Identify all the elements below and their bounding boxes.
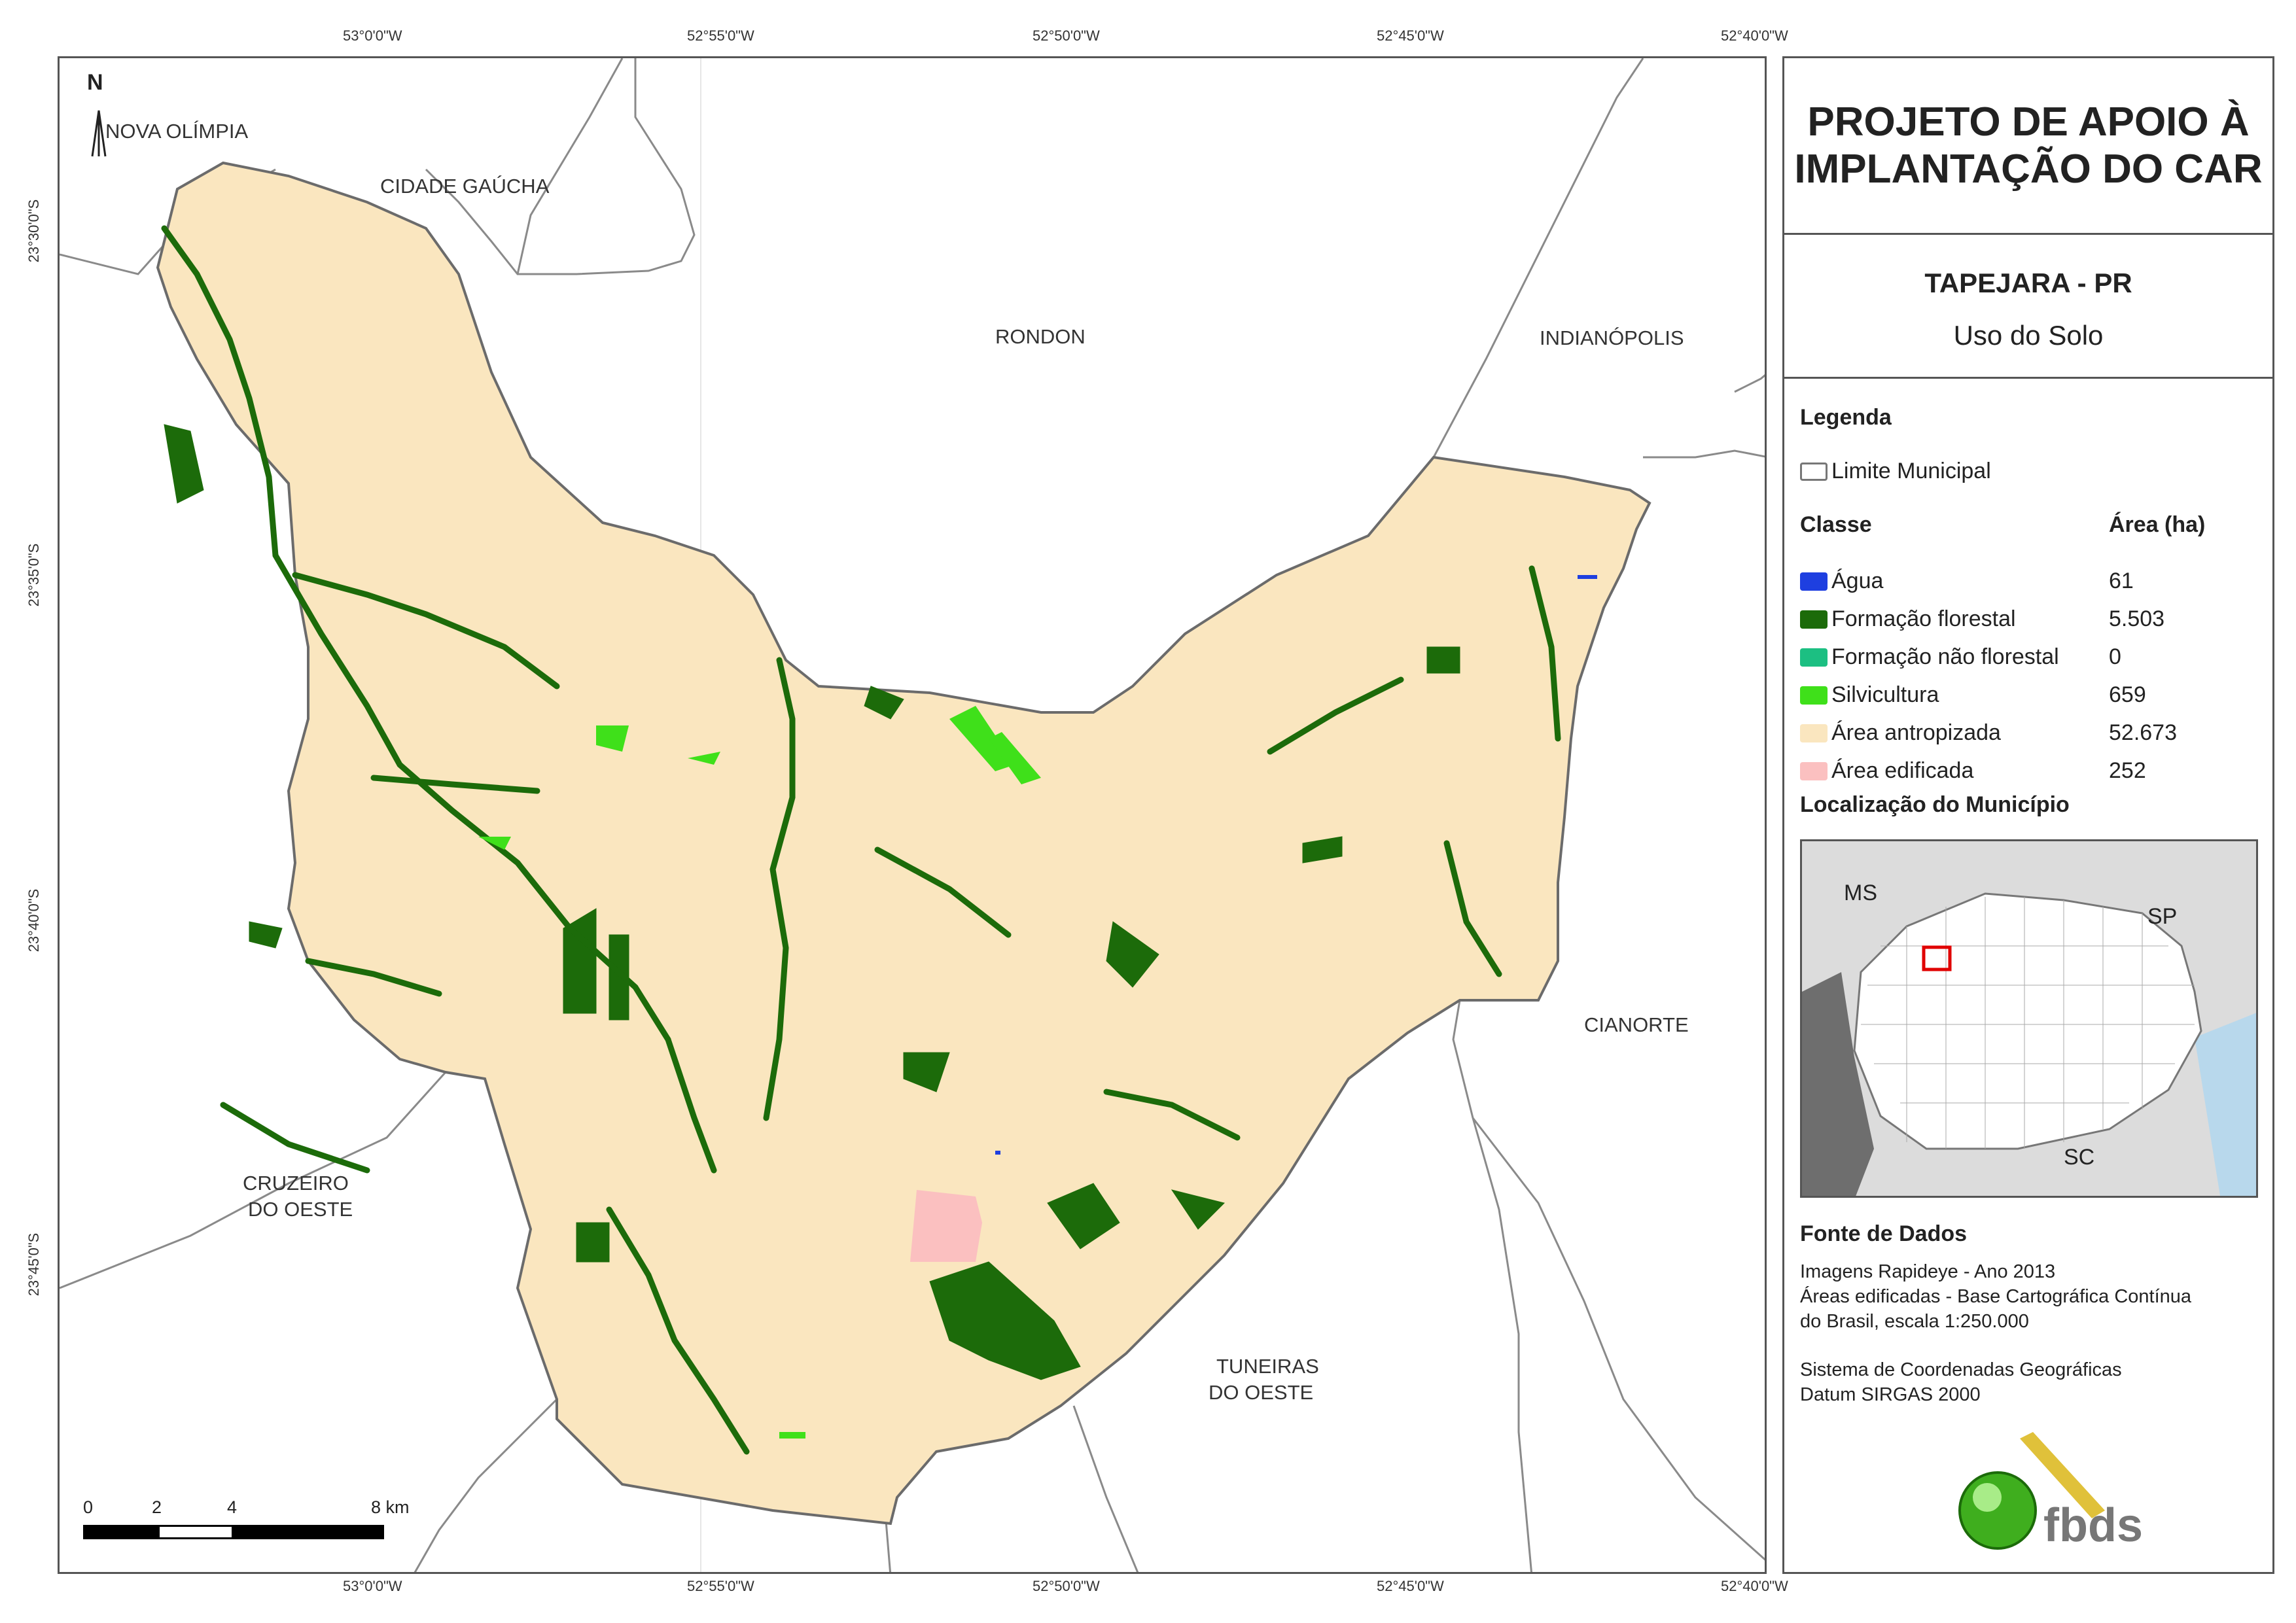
class-area: 5.503 [2109,606,2165,631]
class-name: Formação florestal [1831,606,2016,631]
class-heading: Classe [1800,512,1872,537]
label-rondon: RONDON [995,325,1086,348]
map-subtitle: TAPEJARA - PR Uso do Solo [1784,235,2272,379]
class-swatch [1800,686,1828,705]
label-cruzeiro-1: CRUZEIRO [243,1172,349,1195]
coord-left-1: 23°30'0"S [26,199,42,263]
neighbour-country [1802,972,1874,1196]
silviculture-features [478,706,1041,1439]
municipality-polygon [156,161,1651,1526]
label-nova-olimpia: NOVA OLÍMPIA [105,120,249,143]
municipal-boundaries [60,58,1765,1572]
coord-bottom-4: 52°45'0"W [1377,1578,1444,1594]
coord-left-2: 23°35'0"S [26,543,42,607]
class-area: 659 [2109,682,2146,707]
inset-map [1802,841,2256,1196]
coord-left-4: 23°45'0"S [26,1232,42,1297]
source-line-2: Áreas edificadas - Base Cartográfica Con… [1800,1286,2192,1307]
map-theme: Uso do Solo [1953,320,2104,351]
logo-text: fbds [2043,1499,2143,1552]
source-line-4: Sistema de Coordenadas Geográficas [1800,1359,2122,1380]
class-swatch [1800,572,1828,591]
location-heading: Localização do Município [1800,792,2070,817]
forest-features [164,424,1460,1380]
scale-segment-2 [158,1525,234,1539]
class-area: 0 [2109,644,2121,669]
municipal-grid [1861,897,2195,1149]
scale-label-2: 2 [152,1497,162,1517]
label-cruzeiro-2: DO OESTE [248,1198,353,1221]
coord-top-4: 52°45'0"W [1377,27,1444,44]
coord-bottom-2: 52°55'0"W [687,1578,754,1594]
parana-state [1853,892,2202,1150]
class-area: 61 [2109,568,2134,593]
coord-top-1: 53°0'0"W [343,27,402,44]
source-line-3: do Brasil, escala 1:250.000 [1800,1311,2029,1332]
area-heading: Área (ha) [2109,512,2206,537]
class-name: Água [1831,568,1884,593]
coord-bottom-5: 52°40'0"W [1721,1578,1788,1594]
class-name: Área antropizada [1831,720,2001,745]
class-name: Área edificada [1831,758,1974,783]
scale-label-8: 8 km [371,1497,410,1517]
legend-panel: PROJETO DE APOIO À IMPLANTAÇÃO DO CAR TA… [1782,56,2274,1574]
location-inset: MS SP SC [1800,839,2258,1198]
boundary-swatch [1800,462,1828,481]
coord-top-3: 52°50'0"W [1033,27,1100,44]
fbds-logo [1958,1432,2105,1550]
north-arrow-icon [91,110,107,157]
source-line-5: Datum SIRGAS 2000 [1800,1384,1981,1405]
urban-area [910,1190,982,1262]
ocean [2195,1013,2256,1196]
class-swatch [1800,724,1828,742]
project-title: PROJETO DE APOIO À IMPLANTAÇÃO DO CAR [1784,58,2272,235]
coord-bottom-1: 53°0'0"W [343,1578,402,1594]
class-swatch [1800,610,1828,629]
scale-segment-3 [232,1525,384,1539]
label-cidade-gaucha: CIDADE GAÚCHA [380,175,550,198]
label-indianopolis: INDIANÓPOLIS [1540,326,1684,349]
riparian-forest [161,225,1561,1455]
label-tuneiras-1: TUNEIRAS [1216,1355,1319,1378]
map-frame: N NOVA OLÍMPIA CIDADE GAÚCHA RONDON INDI… [58,56,1767,1574]
map-canvas [60,58,1765,1572]
class-swatch [1800,648,1828,667]
inset-label-sp: SP [2147,904,2178,929]
coord-top-2: 52°55'0"W [687,27,754,44]
water-features [995,575,1597,1155]
municipality-name: TAPEJARA - PR [1924,268,2132,298]
inset-label-ms: MS [1844,881,1877,905]
north-label: N [87,70,103,95]
coord-left-3: 23°40'0"S [26,888,42,952]
label-cianorte: CIANORTE [1584,1013,1689,1036]
scale-label-4: 4 [227,1497,238,1517]
coord-top-5: 52°40'0"W [1721,27,1788,44]
class-area: 252 [2109,758,2146,783]
label-tuneiras-2: DO OESTE [1209,1381,1314,1404]
inset-label-sc: SC [2064,1145,2095,1170]
source-line-1: Imagens Rapideye - Ano 2013 [1800,1261,2056,1282]
class-swatch [1800,762,1828,780]
municipality-highlight [1922,945,1952,971]
coord-bottom-3: 52°50'0"W [1033,1578,1100,1594]
project-title-line-1: PROJETO DE APOIO À [1807,99,2250,145]
legend-heading: Legenda [1800,405,1892,430]
scale-bar: 0 2 4 8 km [83,1497,423,1556]
class-name: Silvicultura [1831,682,1939,707]
scale-segment-1 [83,1525,159,1539]
class-area: 52.673 [2109,720,2177,745]
class-name: Formação não florestal [1831,644,2059,669]
scale-label-0: 0 [83,1497,94,1517]
source-heading: Fonte de Dados [1800,1221,1968,1246]
project-title-line-2: IMPLANTAÇÃO DO CAR [1794,146,2263,192]
boundary-label: Limite Municipal [1831,459,1991,483]
